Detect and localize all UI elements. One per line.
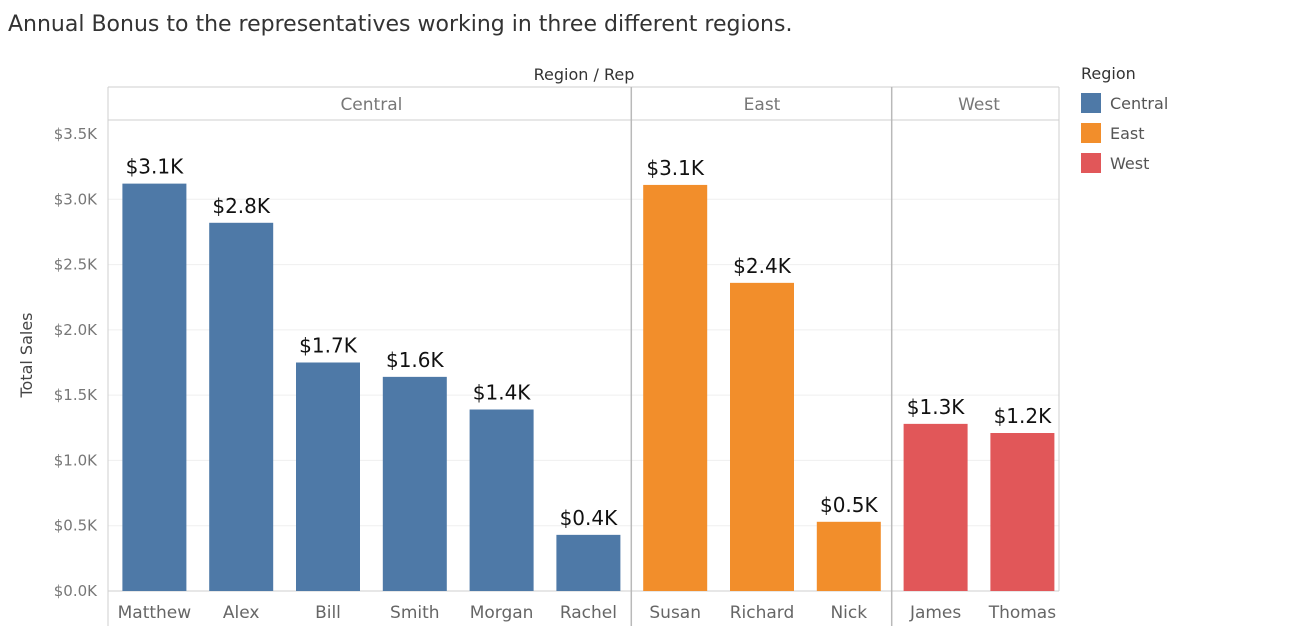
y-tick-label: $2.5K bbox=[54, 256, 98, 274]
x-tick-label-nick: Nick bbox=[830, 603, 867, 623]
x-tick-label-thomas: Thomas bbox=[988, 603, 1057, 623]
bar-susan[interactable] bbox=[643, 184, 708, 591]
legend-label-central: Central bbox=[1110, 93, 1169, 113]
x-tick-label-bill: Bill bbox=[315, 603, 341, 623]
x-tick-label-james: James bbox=[909, 603, 961, 623]
data-label-alex: $2.8K bbox=[212, 194, 271, 218]
legend-swatch-east bbox=[1081, 123, 1101, 143]
region-header-central: Central bbox=[340, 95, 402, 115]
legend-title: Region bbox=[1081, 64, 1136, 83]
data-label-matthew: $3.1K bbox=[126, 155, 185, 179]
region-header-east: East bbox=[744, 95, 781, 115]
y-tick-label: $3.0K bbox=[54, 190, 98, 208]
legend: Region Central East West bbox=[1081, 64, 1168, 178]
x-tick-label-smith: Smith bbox=[390, 603, 440, 623]
x-tick-label-matthew: Matthew bbox=[118, 603, 192, 623]
y-tick-label: $0.5K bbox=[54, 517, 98, 535]
bar-bill[interactable] bbox=[296, 362, 360, 592]
bar-alex[interactable] bbox=[209, 222, 274, 591]
y-axis-title: Total Sales bbox=[17, 312, 36, 398]
x-tick-label-susan: Susan bbox=[649, 603, 701, 623]
bar-rachel[interactable] bbox=[556, 534, 621, 591]
y-tick-label: $1.5K bbox=[54, 386, 98, 404]
x-tick-label-alex: Alex bbox=[223, 603, 260, 623]
bar-james[interactable] bbox=[903, 423, 968, 591]
legend-label-west: West bbox=[1110, 153, 1150, 173]
x-tick-label-rachel: Rachel bbox=[560, 603, 617, 623]
bars bbox=[122, 183, 1055, 592]
legend-item-central[interactable]: Central bbox=[1081, 88, 1168, 118]
bar-smith[interactable] bbox=[382, 376, 447, 591]
bar-matthew[interactable] bbox=[122, 183, 187, 592]
data-label-james: $1.3K bbox=[907, 395, 966, 419]
x-tick-label-morgan: Morgan bbox=[470, 603, 534, 623]
data-label-smith: $1.6K bbox=[386, 348, 445, 372]
bar-morgan[interactable] bbox=[469, 409, 534, 591]
data-label-nick: $0.5K bbox=[820, 493, 879, 517]
data-label-susan: $3.1K bbox=[646, 156, 705, 180]
column-header: Region / Rep bbox=[534, 65, 635, 84]
y-tick-label: $1.0K bbox=[54, 451, 98, 469]
legend-swatch-central bbox=[1081, 93, 1101, 113]
x-tick-label-richard: Richard bbox=[730, 603, 795, 623]
bar-thomas[interactable] bbox=[990, 433, 1055, 591]
bar-nick[interactable] bbox=[816, 521, 881, 591]
y-tick-label: $2.0K bbox=[54, 321, 98, 339]
legend-label-east: East bbox=[1110, 123, 1145, 143]
data-label-richard: $2.4K bbox=[733, 254, 792, 278]
bar-richard[interactable] bbox=[730, 282, 794, 591]
data-label-morgan: $1.4K bbox=[473, 381, 532, 405]
region-header-west: West bbox=[958, 95, 1000, 115]
legend-item-east[interactable]: East bbox=[1081, 118, 1168, 148]
chart-title: Annual Bonus to the representatives work… bbox=[8, 12, 793, 37]
legend-item-west[interactable]: West bbox=[1081, 148, 1168, 178]
data-label-bill: $1.7K bbox=[299, 334, 358, 358]
y-tick-label: $0.0K bbox=[54, 582, 98, 600]
y-tick-label: $3.5K bbox=[54, 125, 98, 143]
legend-swatch-west bbox=[1081, 153, 1101, 173]
labels: $0.0K $0.5K $1.0K $1.5K $2.0K $2.5K $3.0K $3.5K… bbox=[54, 95, 1056, 623]
data-label-rachel: $0.4K bbox=[560, 506, 619, 530]
data-label-thomas: $1.2K bbox=[994, 404, 1053, 428]
